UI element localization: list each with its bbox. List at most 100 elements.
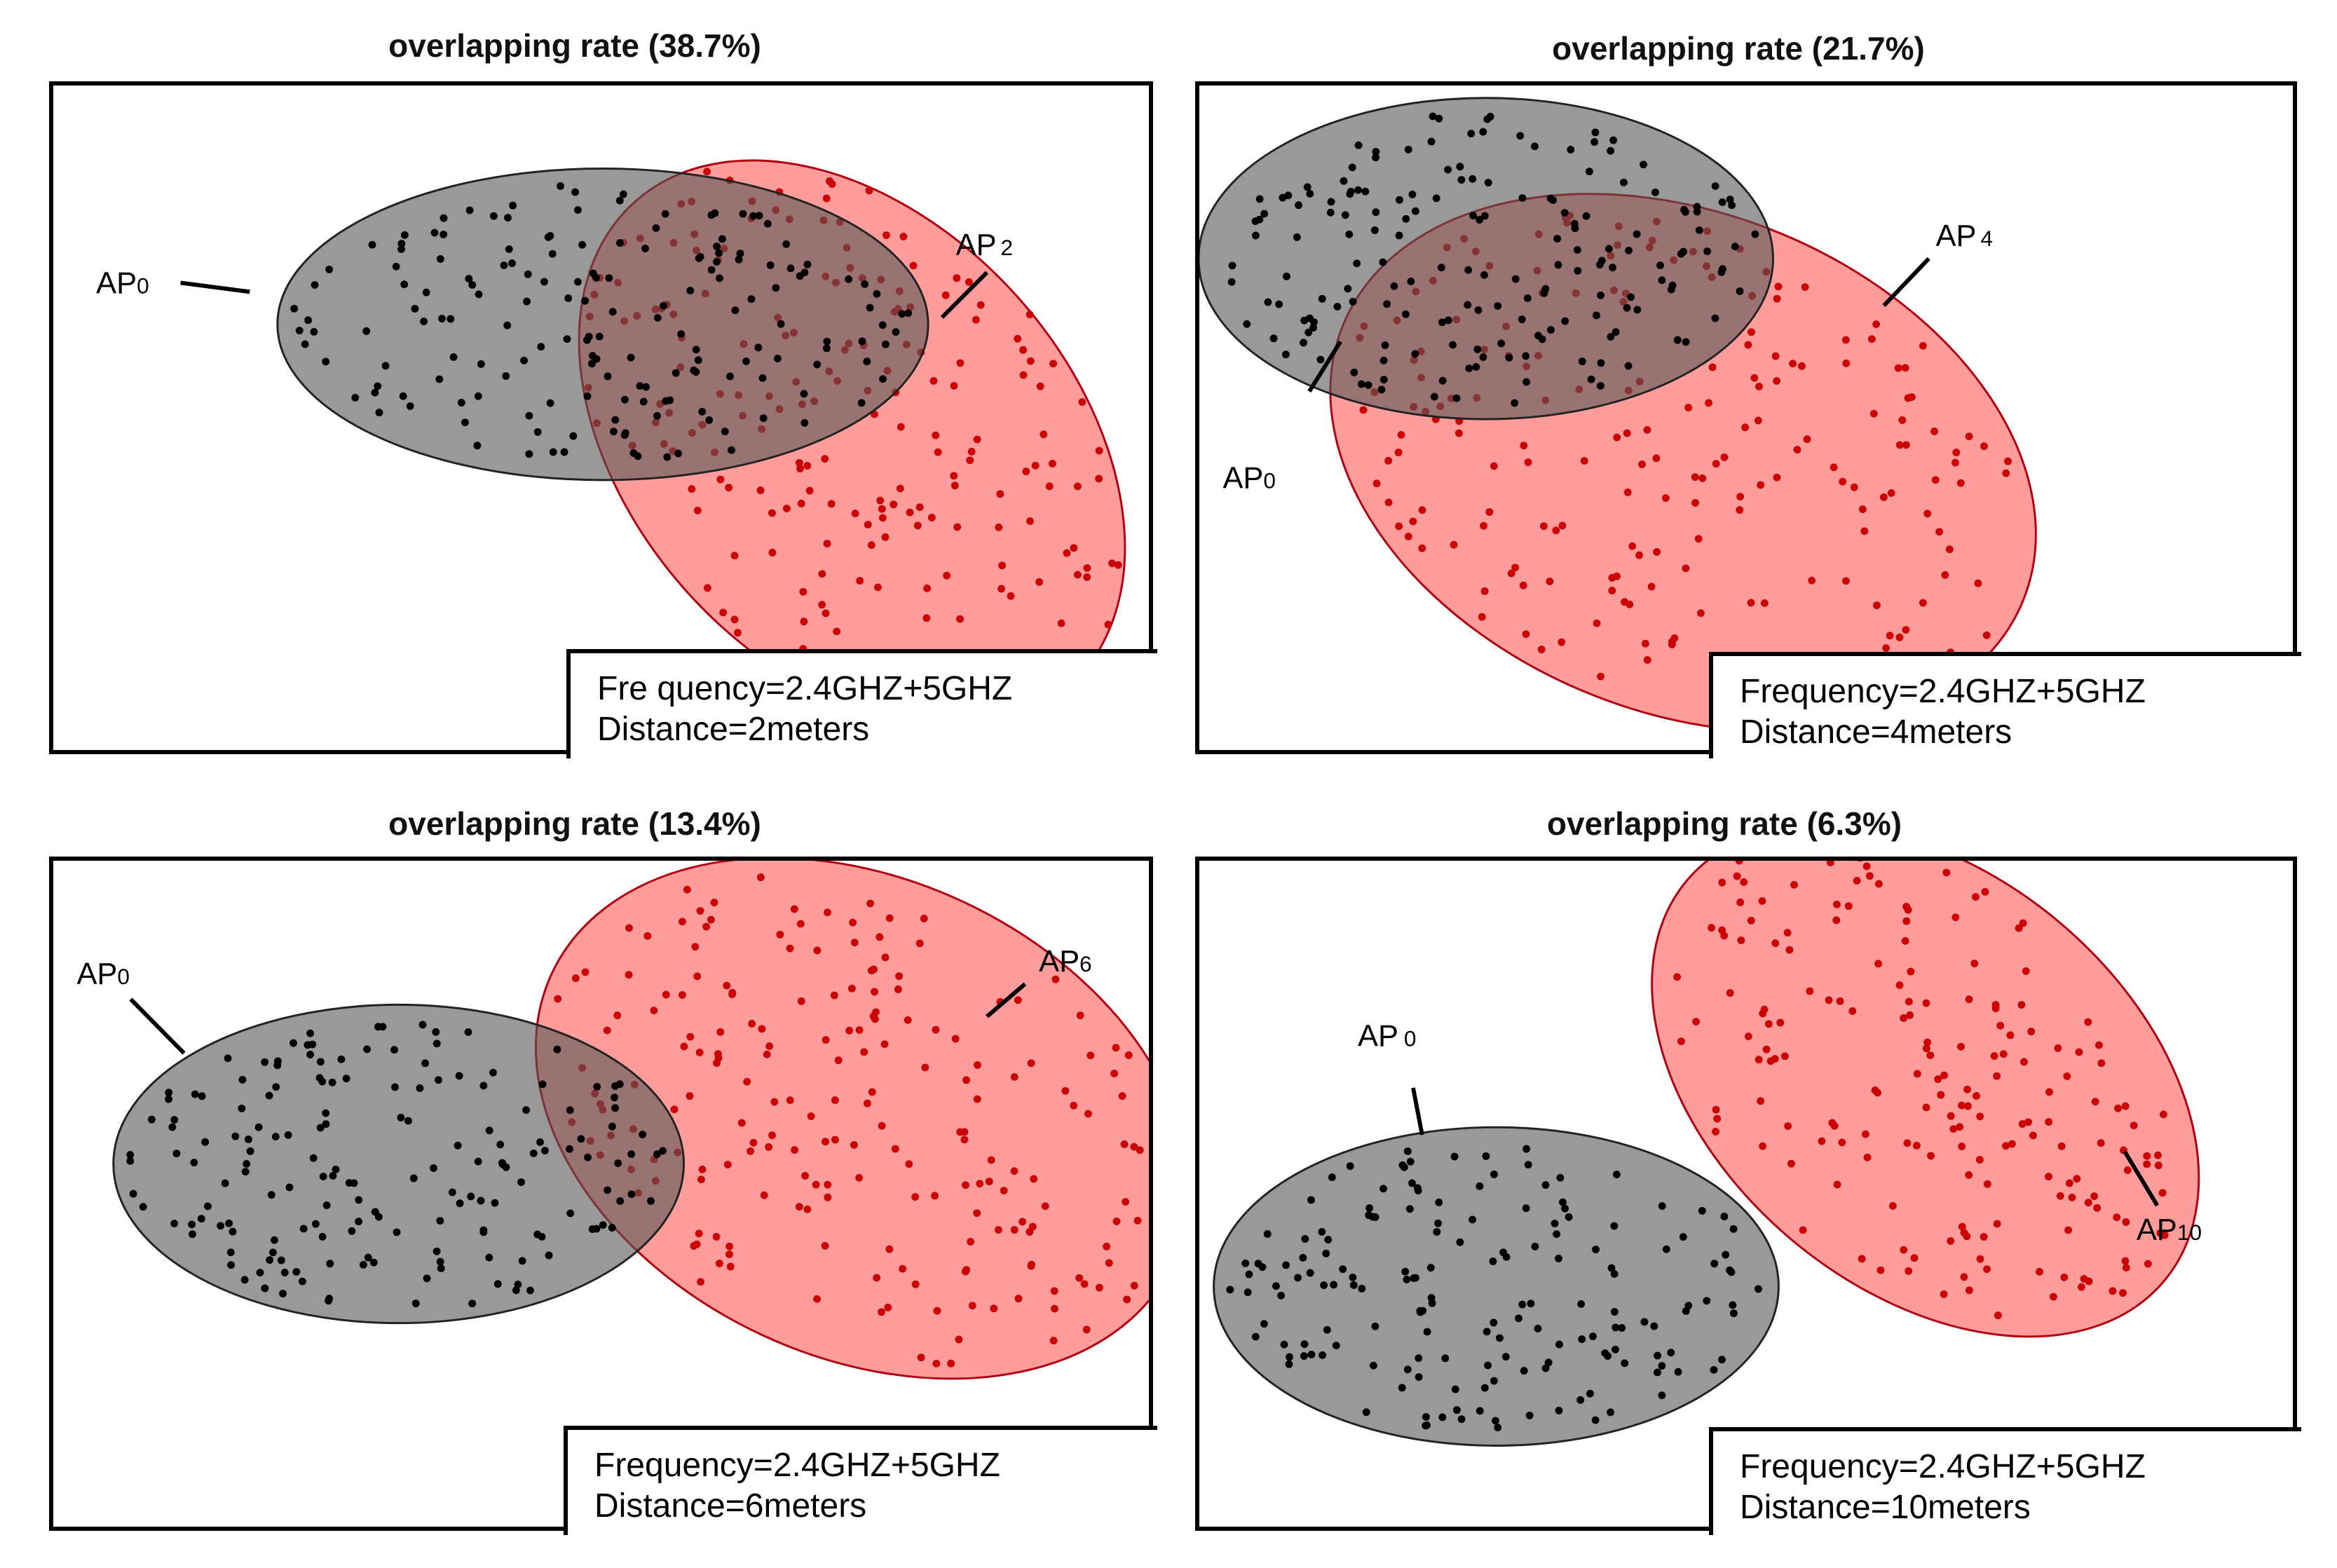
client-point-red — [904, 1016, 912, 1024]
ap0-coverage-ellipse — [112, 1003, 685, 1325]
client-point-black — [1560, 209, 1569, 217]
client-point-black — [1304, 328, 1313, 336]
client-point-black — [1577, 1300, 1586, 1308]
client-point-red — [2057, 1142, 2066, 1150]
client-point-red — [1744, 341, 1752, 349]
client-point-red — [703, 584, 711, 592]
client-point-black — [277, 1256, 285, 1264]
client-point-black — [1668, 281, 1677, 289]
client-point-red — [1014, 1295, 1023, 1303]
client-point-black — [1650, 1322, 1658, 1330]
client-point-red — [1750, 374, 1759, 382]
client-point-red — [1898, 416, 1907, 424]
client-point-black — [1275, 300, 1283, 308]
client-point-black — [1667, 1349, 1675, 1357]
client-point-black — [355, 1218, 363, 1226]
client-point-red — [834, 1056, 843, 1065]
client-point-black — [1592, 1246, 1600, 1253]
client-point-red — [1926, 1051, 1935, 1059]
client-point-red — [1075, 1274, 1084, 1282]
client-point-black — [1438, 376, 1447, 385]
client-point-black — [1574, 266, 1582, 275]
client-point-black — [1350, 368, 1358, 376]
client-point-red — [796, 465, 804, 472]
client-point-red — [1904, 906, 1912, 914]
client-point-black — [1561, 317, 1569, 325]
client-point-red — [768, 548, 777, 557]
client-point-black — [461, 418, 469, 427]
client-point-black — [1422, 1413, 1430, 1421]
client-point-black — [686, 287, 695, 295]
client-point-black — [217, 1222, 225, 1230]
client-point-red — [1078, 398, 1086, 407]
client-point-black — [420, 318, 428, 325]
client-point-red — [801, 1171, 810, 1180]
client-point-black — [1358, 380, 1365, 388]
panel-1-info-box: Fre quency=2.4GHZ+5GHZ Distance=2meters — [566, 649, 1157, 758]
client-point-black — [436, 255, 444, 263]
ap0-client-points — [126, 1021, 667, 1308]
client-point-red — [915, 939, 924, 948]
client-point-red — [1524, 458, 1532, 467]
client-point-black — [1484, 179, 1492, 186]
client-point-red — [821, 1241, 829, 1250]
client-point-black — [292, 1267, 301, 1276]
client-point-red — [956, 615, 964, 623]
client-point-red — [818, 601, 826, 609]
client-point-red — [760, 1191, 768, 1199]
client-point-black — [1444, 316, 1452, 325]
client-point-black — [1522, 1145, 1531, 1153]
client-point-red — [1112, 1044, 1120, 1052]
client-point-red — [1677, 1037, 1685, 1046]
client-point-red — [1397, 430, 1405, 439]
client-point-black — [634, 452, 642, 461]
client-point-red — [1760, 599, 1769, 607]
client-point-black — [677, 329, 686, 338]
client-point-black — [1612, 1323, 1620, 1332]
client-point-black — [716, 274, 723, 282]
client-point-black — [1403, 1365, 1412, 1374]
client-point-red — [1522, 630, 1530, 639]
client-point-red — [973, 1209, 981, 1218]
client-point-red — [716, 475, 725, 484]
client-point-red — [1621, 598, 1629, 606]
client-point-red — [1996, 1021, 2005, 1030]
client-point-black — [1618, 1324, 1626, 1332]
client-point-red — [625, 971, 633, 979]
client-point-red — [1485, 507, 1494, 516]
client-point-black — [1435, 1199, 1443, 1206]
client-point-red — [851, 510, 859, 518]
client-point-red — [1830, 463, 1838, 472]
client-point-black — [1300, 316, 1309, 325]
client-point-black — [627, 353, 635, 362]
client-point-black — [662, 397, 670, 405]
client-point-black — [241, 1168, 250, 1176]
client-point-red — [1130, 1281, 1138, 1290]
client-point-red — [906, 508, 914, 517]
ap6-client-points — [554, 873, 1144, 1368]
client-point-black — [203, 1202, 212, 1211]
client-point-black — [1430, 393, 1438, 401]
client-point-black — [615, 1080, 624, 1089]
client-point-black — [328, 1078, 336, 1086]
client-point-red — [996, 490, 1004, 498]
client-point-black — [1403, 1147, 1412, 1155]
client-point-black — [447, 315, 455, 323]
client-point-red — [2114, 1104, 2123, 1112]
client-point-black — [409, 1174, 418, 1182]
client-point-black — [1328, 1173, 1336, 1182]
client-point-red — [823, 540, 831, 547]
client-point-red — [691, 943, 700, 951]
client-point-red — [883, 231, 890, 239]
client-point-red — [828, 180, 836, 188]
client-point-red — [885, 914, 894, 922]
client-point-red — [1708, 363, 1717, 371]
client-point-black — [1591, 1416, 1600, 1424]
client-point-red — [855, 1173, 863, 1182]
client-point-black — [1251, 1332, 1260, 1341]
client-point-red — [953, 274, 961, 282]
client-point-red — [693, 506, 702, 514]
client-point-black — [1333, 302, 1342, 311]
panel-3-title: overlapping rate (13.4%) — [388, 805, 761, 842]
client-point-black — [440, 214, 448, 222]
